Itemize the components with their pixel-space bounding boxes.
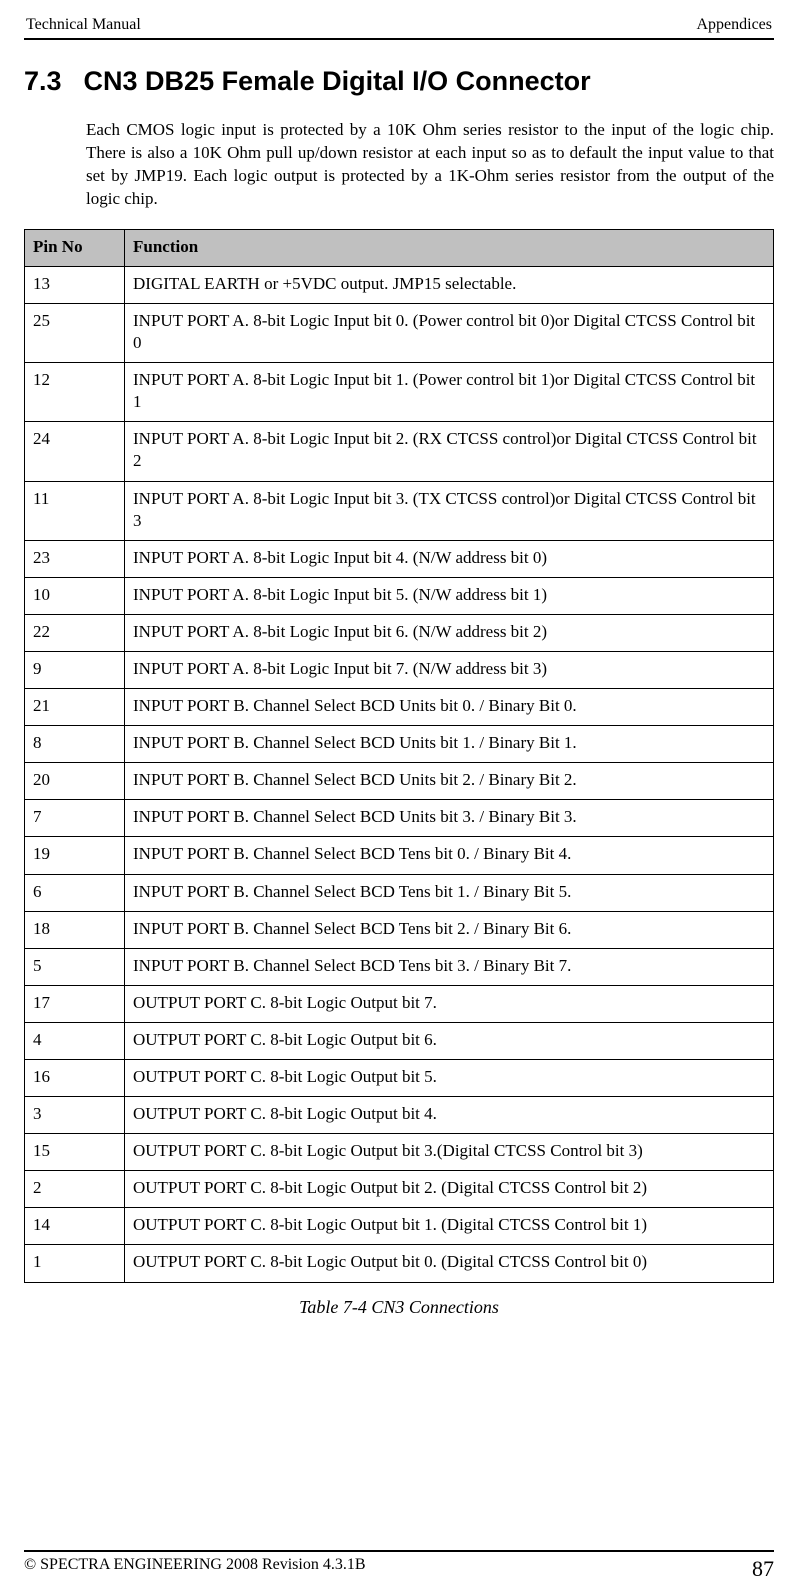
footer-separator (24, 1550, 774, 1552)
cell-pin: 7 (25, 800, 125, 837)
cell-pin: 5 (25, 948, 125, 985)
cell-pin: 9 (25, 651, 125, 688)
cell-function: INPUT PORT A. 8-bit Logic Input bit 6. (… (125, 614, 774, 651)
table-row: 10INPUT PORT A. 8-bit Logic Input bit 5.… (25, 577, 774, 614)
cell-function: OUTPUT PORT C. 8-bit Logic Output bit 6. (125, 1022, 774, 1059)
cell-pin: 23 (25, 540, 125, 577)
cell-function: INPUT PORT A. 8-bit Logic Input bit 3. (… (125, 481, 774, 540)
page-footer: © SPECTRA ENGINEERING 2008 Revision 4.3.… (24, 1550, 774, 1582)
section-title-text: CN3 DB25 Female Digital I/O Connector (84, 66, 591, 96)
col-header-function: Function (125, 229, 774, 266)
cell-pin: 22 (25, 614, 125, 651)
cell-pin: 19 (25, 837, 125, 874)
cell-pin: 16 (25, 1060, 125, 1097)
cell-function: INPUT PORT A. 8-bit Logic Input bit 7. (… (125, 651, 774, 688)
table-row: 17OUTPUT PORT C. 8-bit Logic Output bit … (25, 985, 774, 1022)
cell-function: OUTPUT PORT C. 8-bit Logic Output bit 1.… (125, 1208, 774, 1245)
cell-pin: 17 (25, 985, 125, 1022)
cell-function: INPUT PORT A. 8-bit Logic Input bit 5. (… (125, 577, 774, 614)
cell-pin: 13 (25, 266, 125, 303)
table-row: 1OUTPUT PORT C. 8-bit Logic Output bit 0… (25, 1245, 774, 1282)
cell-function: INPUT PORT A. 8-bit Logic Input bit 1. (… (125, 363, 774, 422)
table-row: 16OUTPUT PORT C. 8-bit Logic Output bit … (25, 1060, 774, 1097)
cell-pin: 20 (25, 763, 125, 800)
cell-pin: 14 (25, 1208, 125, 1245)
section-number: 7.3 (24, 66, 62, 97)
page-header: Technical Manual Appendices (24, 16, 774, 38)
table-row: 19INPUT PORT B. Channel Select BCD Tens … (25, 837, 774, 874)
table-row: 14OUTPUT PORT C. 8-bit Logic Output bit … (25, 1208, 774, 1245)
cell-function: OUTPUT PORT C. 8-bit Logic Output bit 3.… (125, 1134, 774, 1171)
cell-function: INPUT PORT A. 8-bit Logic Input bit 4. (… (125, 540, 774, 577)
table-row: 25INPUT PORT A. 8-bit Logic Input bit 0.… (25, 303, 774, 362)
cell-pin: 21 (25, 689, 125, 726)
table-row: 22INPUT PORT A. 8-bit Logic Input bit 6.… (25, 614, 774, 651)
cell-pin: 24 (25, 422, 125, 481)
table-header-row: Pin No Function (25, 229, 774, 266)
cell-function: OUTPUT PORT C. 8-bit Logic Output bit 5. (125, 1060, 774, 1097)
cell-pin: 4 (25, 1022, 125, 1059)
table-row: 9INPUT PORT A. 8-bit Logic Input bit 7. … (25, 651, 774, 688)
header-left: Technical Manual (26, 16, 141, 34)
cell-function: INPUT PORT B. Channel Select BCD Units b… (125, 726, 774, 763)
cell-function: INPUT PORT B. Channel Select BCD Units b… (125, 763, 774, 800)
table-row: 11INPUT PORT A. 8-bit Logic Input bit 3.… (25, 481, 774, 540)
table-row: 12INPUT PORT A. 8-bit Logic Input bit 1.… (25, 363, 774, 422)
cell-pin: 25 (25, 303, 125, 362)
table-row: 3OUTPUT PORT C. 8-bit Logic Output bit 4… (25, 1097, 774, 1134)
col-header-pin: Pin No (25, 229, 125, 266)
cell-pin: 18 (25, 911, 125, 948)
cell-function: OUTPUT PORT C. 8-bit Logic Output bit 2.… (125, 1171, 774, 1208)
table-row: 18INPUT PORT B. Channel Select BCD Tens … (25, 911, 774, 948)
table-caption: Table 7-4 CN3 Connections (24, 1297, 774, 1318)
table-row: 23INPUT PORT A. 8-bit Logic Input bit 4.… (25, 540, 774, 577)
cell-pin: 3 (25, 1097, 125, 1134)
cell-function: INPUT PORT B. Channel Select BCD Tens bi… (125, 874, 774, 911)
table-row: 4OUTPUT PORT C. 8-bit Logic Output bit 6… (25, 1022, 774, 1059)
cell-pin: 15 (25, 1134, 125, 1171)
table-row: 6INPUT PORT B. Channel Select BCD Tens b… (25, 874, 774, 911)
cell-pin: 11 (25, 481, 125, 540)
cell-function: INPUT PORT A. 8-bit Logic Input bit 0. (… (125, 303, 774, 362)
cell-function: INPUT PORT B. Channel Select BCD Units b… (125, 689, 774, 726)
cell-pin: 6 (25, 874, 125, 911)
cell-function: INPUT PORT B. Channel Select BCD Tens bi… (125, 911, 774, 948)
table-row: 13DIGITAL EARTH or +5VDC output. JMP15 s… (25, 266, 774, 303)
header-right: Appendices (696, 16, 772, 34)
cell-pin: 12 (25, 363, 125, 422)
footer-left: © SPECTRA ENGINEERING 2008 Revision 4.3.… (24, 1556, 366, 1582)
intro-paragraph: Each CMOS logic input is protected by a … (86, 119, 774, 211)
cell-function: INPUT PORT B. Channel Select BCD Tens bi… (125, 948, 774, 985)
cell-function: INPUT PORT B. Channel Select BCD Tens bi… (125, 837, 774, 874)
cell-function: OUTPUT PORT C. 8-bit Logic Output bit 4. (125, 1097, 774, 1134)
cell-pin: 2 (25, 1171, 125, 1208)
header-separator (24, 38, 774, 40)
section-heading: 7.3 CN3 DB25 Female Digital I/O Connector (24, 66, 774, 97)
table-row: 21INPUT PORT B. Channel Select BCD Units… (25, 689, 774, 726)
table-row: 7INPUT PORT B. Channel Select BCD Units … (25, 800, 774, 837)
table-row: 24INPUT PORT A. 8-bit Logic Input bit 2.… (25, 422, 774, 481)
cell-function: DIGITAL EARTH or +5VDC output. JMP15 sel… (125, 266, 774, 303)
cell-pin: 1 (25, 1245, 125, 1282)
page-number: 87 (752, 1556, 774, 1582)
cell-function: INPUT PORT B. Channel Select BCD Units b… (125, 800, 774, 837)
cell-function: INPUT PORT A. 8-bit Logic Input bit 2. (… (125, 422, 774, 481)
table-row: 8INPUT PORT B. Channel Select BCD Units … (25, 726, 774, 763)
table-row: 20INPUT PORT B. Channel Select BCD Units… (25, 763, 774, 800)
cell-function: OUTPUT PORT C. 8-bit Logic Output bit 0.… (125, 1245, 774, 1282)
table-row: 2OUTPUT PORT C. 8-bit Logic Output bit 2… (25, 1171, 774, 1208)
table-row: 15OUTPUT PORT C. 8-bit Logic Output bit … (25, 1134, 774, 1171)
pin-table: Pin No Function 13DIGITAL EARTH or +5VDC… (24, 229, 774, 1283)
cell-function: OUTPUT PORT C. 8-bit Logic Output bit 7. (125, 985, 774, 1022)
cell-pin: 10 (25, 577, 125, 614)
cell-pin: 8 (25, 726, 125, 763)
table-row: 5INPUT PORT B. Channel Select BCD Tens b… (25, 948, 774, 985)
